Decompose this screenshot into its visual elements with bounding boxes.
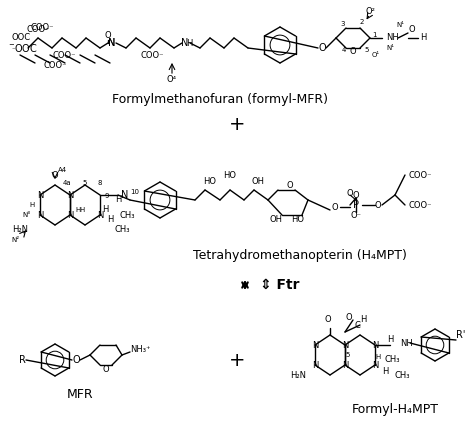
Text: N¹: N¹ [386, 45, 394, 51]
Text: O: O [346, 313, 352, 321]
Text: O²: O² [365, 7, 375, 16]
Text: H: H [75, 207, 81, 213]
Text: 10: 10 [130, 189, 139, 195]
Text: O: O [332, 202, 338, 212]
Text: C: C [354, 321, 360, 329]
Text: O: O [374, 201, 381, 209]
Text: H: H [360, 315, 366, 325]
Text: ⇕ Ftr: ⇕ Ftr [260, 278, 300, 292]
Text: H: H [387, 336, 393, 344]
Text: HO: HO [292, 216, 304, 224]
Text: N: N [37, 210, 43, 220]
Text: O: O [52, 171, 58, 179]
Text: O: O [72, 355, 80, 365]
Text: O⁻: O⁻ [350, 210, 362, 220]
Text: O: O [105, 30, 111, 40]
Text: Formylmethanofuran (formyl-MFR): Formylmethanofuran (formyl-MFR) [112, 93, 328, 106]
Text: CH₃: CH₃ [385, 355, 401, 365]
Text: 5: 5 [365, 47, 369, 53]
Text: N: N [342, 340, 348, 350]
Text: O: O [350, 48, 356, 56]
Text: O: O [287, 180, 293, 190]
Text: COO⁻: COO⁻ [408, 171, 432, 179]
Text: COO⁻: COO⁻ [52, 51, 76, 60]
Text: N: N [312, 340, 318, 350]
Text: 8: 8 [98, 180, 102, 186]
Text: N: N [342, 360, 348, 370]
Text: H₂N: H₂N [12, 225, 28, 235]
Text: OOC: OOC [12, 34, 31, 42]
Text: 2: 2 [360, 19, 364, 25]
Text: H: H [102, 206, 108, 214]
Text: N³: N³ [22, 212, 30, 218]
Text: COO⁻: COO⁻ [30, 23, 54, 33]
Text: Formyl-H₄MPT: Formyl-H₄MPT [352, 404, 438, 416]
Text: N²: N² [11, 237, 19, 243]
Text: N: N [182, 38, 189, 48]
Text: N: N [37, 191, 43, 199]
Text: ⁻: ⁻ [12, 47, 16, 53]
Text: O: O [325, 315, 331, 325]
Text: H: H [382, 367, 388, 377]
Text: H: H [30, 202, 35, 208]
Text: N: N [67, 210, 73, 220]
Text: H: H [107, 216, 113, 224]
Text: NH: NH [400, 339, 413, 348]
Text: HO: HO [203, 177, 217, 187]
Text: N: N [372, 340, 378, 350]
Text: O: O [353, 191, 359, 199]
Text: 1: 1 [372, 32, 376, 38]
Text: H: H [115, 195, 121, 205]
Text: H: H [80, 207, 85, 213]
Text: COO⁻: COO⁻ [408, 201, 432, 209]
Text: H: H [186, 38, 192, 48]
Text: O: O [318, 43, 326, 53]
Text: COO⁻: COO⁻ [26, 26, 50, 34]
Text: O: O [409, 26, 415, 34]
Text: A4: A4 [58, 167, 67, 173]
Text: CH₃: CH₃ [120, 210, 136, 220]
Text: 5: 5 [83, 180, 87, 186]
Text: R': R' [456, 330, 465, 340]
Text: Tetrahydromethanopterin (H₄MPT): Tetrahydromethanopterin (H₄MPT) [193, 248, 407, 262]
Text: R: R [18, 355, 26, 365]
Text: MFR: MFR [67, 389, 93, 401]
Text: HO: HO [224, 171, 237, 179]
Text: N¹: N¹ [396, 22, 404, 28]
Text: N: N [372, 360, 378, 370]
Text: CH₃: CH₃ [115, 225, 130, 235]
Text: CH₃: CH₃ [395, 370, 410, 380]
Text: 4: 4 [342, 47, 346, 53]
Text: OH: OH [270, 216, 283, 224]
Text: H: H [420, 34, 427, 42]
Text: COO⁻: COO⁻ [140, 51, 164, 60]
Text: O: O [346, 188, 353, 198]
Text: OH: OH [252, 177, 264, 187]
Text: H: H [375, 354, 381, 360]
Text: H₂N: H₂N [290, 370, 306, 380]
Text: N: N [109, 38, 116, 48]
Text: NH: NH [386, 34, 399, 42]
Text: +: + [229, 351, 245, 370]
Text: O: O [103, 366, 109, 374]
Text: N: N [97, 210, 103, 220]
Text: $^{-}$OOC: $^{-}$OOC [8, 42, 38, 54]
Text: NH₃⁺: NH₃⁺ [130, 345, 151, 355]
Text: COO⁻: COO⁻ [43, 60, 67, 70]
Text: 9: 9 [105, 193, 109, 199]
Text: N: N [67, 191, 73, 199]
Text: P: P [353, 200, 359, 210]
Text: N: N [109, 38, 116, 48]
Text: +: + [229, 116, 245, 135]
Text: N: N [121, 190, 128, 200]
Text: 5: 5 [345, 352, 349, 358]
Text: O¹: O¹ [372, 52, 380, 58]
Text: 3: 3 [341, 21, 345, 27]
Text: N: N [312, 360, 318, 370]
Text: O⁴: O⁴ [167, 75, 177, 85]
Text: 4a: 4a [63, 180, 71, 186]
